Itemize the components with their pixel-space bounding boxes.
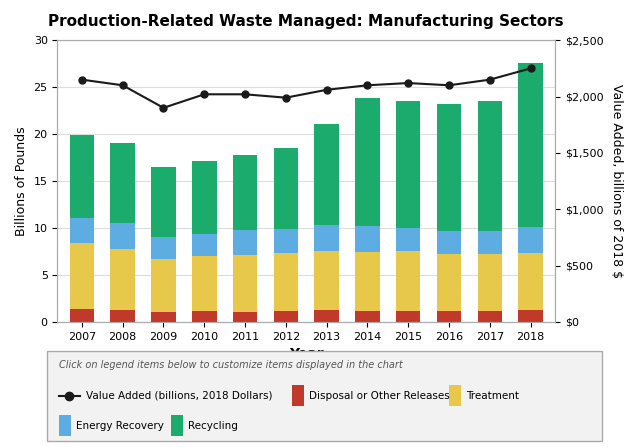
Value Added (billions, 2018 Dollars) bbox=[78, 77, 85, 82]
Bar bbox=[437, 231, 461, 254]
Bar bbox=[274, 229, 298, 253]
Value Added (billions, 2018 Dollars) bbox=[282, 95, 290, 101]
Bar bbox=[396, 101, 420, 228]
Bar bbox=[292, 385, 304, 406]
Bar bbox=[355, 98, 380, 226]
Text: Treatment: Treatment bbox=[466, 391, 519, 401]
Value Added (billions, 2018 Dollars) bbox=[241, 92, 249, 97]
Value Added (billions, 2018 Dollars) bbox=[119, 83, 126, 88]
Bar bbox=[59, 415, 71, 436]
Bar bbox=[110, 249, 135, 310]
Bar bbox=[192, 234, 216, 256]
FancyBboxPatch shape bbox=[47, 350, 602, 441]
Text: Value Added (billions, 2018 Dollars): Value Added (billions, 2018 Dollars) bbox=[85, 391, 272, 401]
Bar bbox=[355, 253, 380, 311]
Bar bbox=[151, 167, 175, 237]
Text: Disposal or Other Releases: Disposal or Other Releases bbox=[309, 391, 449, 401]
Bar bbox=[192, 161, 216, 234]
Bar bbox=[110, 310, 135, 322]
Bar bbox=[233, 312, 257, 322]
Bar bbox=[110, 224, 135, 249]
Bar bbox=[437, 254, 461, 311]
Bar bbox=[478, 311, 502, 322]
X-axis label: Year: Year bbox=[289, 347, 323, 361]
Bar bbox=[192, 256, 216, 311]
Line: Value Added (billions, 2018 Dollars): Value Added (billions, 2018 Dollars) bbox=[78, 65, 534, 111]
Value Added (billions, 2018 Dollars) bbox=[364, 83, 371, 88]
Title: Production-Related Waste Managed: Manufacturing Sectors: Production-Related Waste Managed: Manufa… bbox=[48, 14, 564, 30]
Bar bbox=[396, 311, 420, 322]
Value Added (billions, 2018 Dollars) bbox=[486, 77, 494, 82]
Value Added (billions, 2018 Dollars) bbox=[404, 80, 412, 86]
Value Added (billions, 2018 Dollars) bbox=[527, 66, 535, 71]
Bar bbox=[437, 311, 461, 322]
Bar bbox=[518, 227, 543, 253]
Bar bbox=[274, 148, 298, 229]
Bar bbox=[151, 259, 175, 312]
Value Added (billions, 2018 Dollars) bbox=[160, 105, 167, 110]
Bar bbox=[70, 135, 94, 218]
Bar bbox=[70, 243, 94, 309]
Bar bbox=[518, 63, 543, 227]
Bar bbox=[315, 310, 339, 322]
Value Added (billions, 2018 Dollars) bbox=[200, 92, 208, 97]
Bar bbox=[355, 226, 380, 253]
Bar bbox=[478, 101, 502, 231]
Bar bbox=[518, 310, 543, 322]
Bar bbox=[274, 253, 298, 311]
Text: Recycling: Recycling bbox=[188, 421, 238, 430]
Text: Click on legend items below to customize items displayed in the chart: Click on legend items below to customize… bbox=[59, 360, 403, 370]
Bar bbox=[192, 311, 216, 322]
Bar bbox=[70, 218, 94, 243]
Bar bbox=[449, 385, 461, 406]
Bar bbox=[437, 104, 461, 231]
Bar bbox=[110, 143, 135, 224]
Bar bbox=[478, 254, 502, 311]
Bar bbox=[315, 251, 339, 310]
Bar bbox=[478, 231, 502, 254]
Bar bbox=[396, 228, 420, 251]
Bar bbox=[274, 311, 298, 322]
Bar bbox=[233, 155, 257, 230]
Y-axis label: Value Added, billions of 2018 $: Value Added, billions of 2018 $ bbox=[610, 84, 623, 278]
Bar bbox=[151, 312, 175, 322]
Value Added (billions, 2018 Dollars) bbox=[323, 87, 330, 93]
Bar bbox=[151, 237, 175, 259]
Bar bbox=[70, 309, 94, 322]
Bar bbox=[171, 415, 183, 436]
Value Added (billions, 2018 Dollars) bbox=[445, 83, 453, 88]
Text: Energy Recovery: Energy Recovery bbox=[75, 421, 163, 430]
Bar bbox=[315, 225, 339, 251]
Bar bbox=[315, 124, 339, 225]
Bar bbox=[233, 255, 257, 312]
Y-axis label: Billions of Pounds: Billions of Pounds bbox=[15, 126, 28, 236]
Bar bbox=[355, 311, 380, 322]
Bar bbox=[518, 253, 543, 310]
Bar bbox=[233, 230, 257, 255]
Bar bbox=[396, 251, 420, 311]
